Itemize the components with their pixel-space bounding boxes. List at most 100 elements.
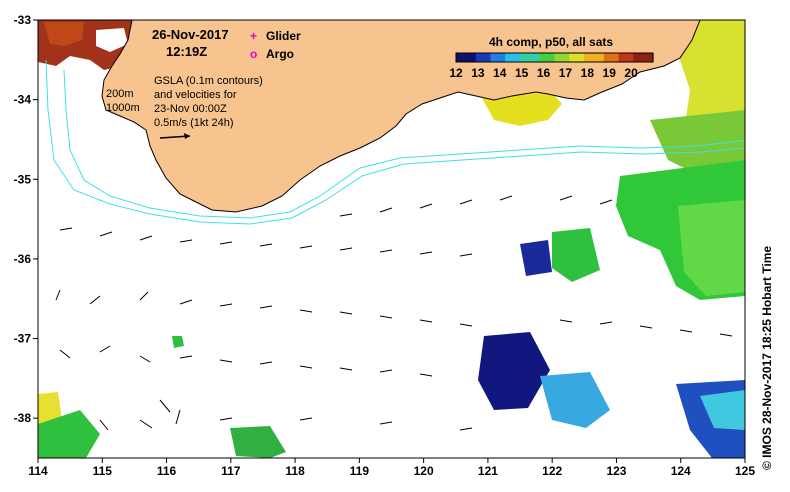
colorbar-cell bbox=[598, 53, 605, 62]
sst-patch-small-green bbox=[172, 336, 184, 348]
colorbar-cell bbox=[534, 53, 541, 62]
colorbar-tick-label: 18 bbox=[581, 66, 595, 80]
argo-label: Argo bbox=[266, 47, 294, 61]
colorbar-cell bbox=[515, 53, 521, 62]
colorbar-cell bbox=[524, 53, 531, 62]
sst-patch-south-darkblue bbox=[478, 332, 550, 410]
colorbar-cell bbox=[465, 53, 472, 62]
colorbar-cell bbox=[588, 53, 595, 62]
sst-patch-southeast-cyan bbox=[700, 390, 745, 430]
colorbar-cell bbox=[500, 53, 506, 62]
sst-patch-east-lightgreen bbox=[678, 200, 745, 296]
isobath-200m bbox=[63, 69, 746, 219]
x-tick-label: 114 bbox=[28, 464, 48, 478]
sst-patch-southwest-green bbox=[38, 410, 100, 458]
colorbar-tick-label: 17 bbox=[559, 66, 573, 80]
map-frame bbox=[37, 19, 746, 459]
land-australia bbox=[101, 19, 701, 213]
colorbar-cell bbox=[603, 53, 610, 62]
colorbar-cell bbox=[564, 53, 570, 62]
x-tick-label: 118 bbox=[285, 464, 305, 478]
colorbar-frame bbox=[455, 52, 654, 63]
colorbar-cell bbox=[574, 53, 580, 62]
x-tick-label: 117 bbox=[221, 464, 241, 478]
glider-label: Glider bbox=[266, 29, 301, 43]
colorbar-cell bbox=[460, 53, 467, 62]
colorbar-cell bbox=[559, 53, 565, 62]
scale-arrowhead bbox=[184, 133, 190, 139]
colorbar-cell bbox=[554, 53, 561, 62]
x-tick-label: 122 bbox=[542, 464, 562, 478]
sst-patch-east-yellow bbox=[676, 20, 745, 136]
sst-patch-mid-blue bbox=[520, 240, 552, 276]
colorbar-cell bbox=[638, 53, 644, 62]
colorbar-cell bbox=[539, 53, 546, 62]
colorbar-cell bbox=[608, 53, 615, 62]
colorbar-cell bbox=[544, 53, 551, 62]
colorbar-tick-label: 16 bbox=[537, 66, 551, 80]
colorbar-cell bbox=[456, 53, 462, 62]
y-tick-label: -38 bbox=[14, 411, 32, 425]
colorbar-cell bbox=[593, 53, 600, 62]
colorbar-cell bbox=[510, 53, 516, 62]
colorbar-tick-label: 14 bbox=[493, 66, 507, 80]
sst-patch-west-hot bbox=[44, 22, 84, 46]
colorbar-tick-label: 12 bbox=[449, 66, 463, 80]
colorbar-cell bbox=[623, 53, 629, 62]
imos-credit: © IMOS 28-Nov-2017 18:25 Hobart Time bbox=[760, 245, 774, 470]
colorbar-cell bbox=[633, 53, 639, 62]
sst-patch-south-green bbox=[230, 426, 286, 458]
colorbar-cell bbox=[480, 53, 487, 62]
x-tick-label: 124 bbox=[671, 464, 691, 478]
sst-patch-mid-green bbox=[552, 228, 600, 282]
gsla-line-4: 0.5m/s (1kt 24h) bbox=[154, 117, 233, 129]
colorbar-title: 4h comp, p50, all sats bbox=[489, 35, 613, 49]
colorbar-cell bbox=[529, 53, 536, 62]
x-tick-label: 123 bbox=[606, 464, 626, 478]
colorbar-tick-label: 20 bbox=[624, 66, 638, 80]
sst-patches bbox=[38, 20, 745, 458]
sst-patch-south-cyan bbox=[540, 372, 610, 428]
velocity-arrows bbox=[55, 195, 733, 431]
header-date: 26-Nov-2017 bbox=[152, 27, 229, 42]
isobath-200m-label: 200m bbox=[106, 88, 134, 100]
colorbar-cell bbox=[643, 53, 649, 62]
y-tick-label: -34 bbox=[14, 93, 32, 107]
y-tick-label: -35 bbox=[14, 172, 32, 186]
colorbar-cell bbox=[505, 53, 511, 62]
gsla-line-2: and velocities for bbox=[154, 89, 237, 101]
colorbar-cell bbox=[569, 53, 575, 62]
colorbar-cell bbox=[490, 53, 496, 62]
gsla-line-3: 23-Nov 00:00Z bbox=[154, 103, 227, 115]
x-tick-label: 119 bbox=[350, 464, 370, 478]
colorbar-cell bbox=[549, 53, 556, 62]
argo-symbol: o bbox=[250, 47, 257, 61]
isobath-1000m bbox=[45, 59, 746, 225]
sst-patch-east-green-upper bbox=[650, 110, 745, 176]
sst-patch-southwest-yellow bbox=[38, 392, 62, 426]
gsla-note: GSLA (0.1m contours) and velocities for … bbox=[154, 75, 263, 139]
colorbar-cell bbox=[520, 53, 526, 62]
header-time: 12:19Z bbox=[166, 44, 207, 59]
gsla-line-1: GSLA (0.1m contours) bbox=[154, 75, 263, 87]
colorbar-cell bbox=[648, 53, 654, 62]
glider-symbol: + bbox=[250, 29, 257, 43]
y-tick-label: -36 bbox=[14, 252, 32, 266]
colorbar-cell bbox=[618, 53, 625, 62]
colorbar-cell bbox=[584, 53, 590, 62]
colorbar-tick-label: 13 bbox=[471, 66, 485, 80]
map-panel bbox=[37, 19, 746, 459]
x-tick-label: 121 bbox=[478, 464, 498, 478]
x-axis: 114 115 116 117 118 119 120 121 122 123 124 125 bbox=[28, 458, 755, 478]
marker-legend: + Glider o Argo bbox=[250, 29, 301, 61]
colorbar-cell bbox=[628, 53, 634, 62]
colorbar-tick-label: 19 bbox=[603, 66, 617, 80]
colorbar-cell bbox=[470, 53, 477, 62]
y-axis: -33 -34 -35 -36 -37 -38 bbox=[14, 13, 38, 425]
cloud-gap-west bbox=[96, 28, 128, 52]
y-tick-label: -37 bbox=[14, 332, 32, 346]
colorbar-cell bbox=[485, 53, 492, 62]
colorbar-cell bbox=[475, 53, 482, 62]
x-tick-label: 125 bbox=[735, 464, 755, 478]
colorbar-cell bbox=[613, 53, 620, 62]
